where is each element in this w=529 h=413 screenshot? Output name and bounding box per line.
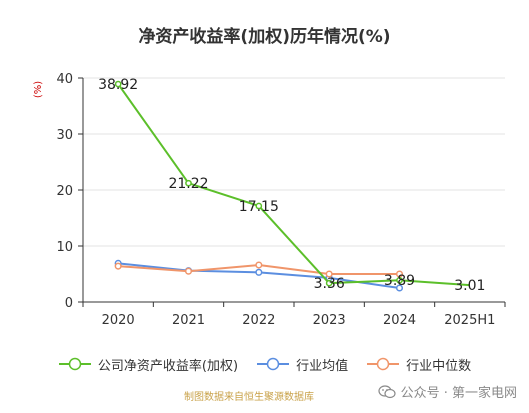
- data-point-industry-median: [184, 267, 193, 275]
- legend-marker-industry-average: [257, 357, 290, 371]
- data-point-industry-average: [255, 268, 263, 276]
- y-tick-label: 10: [56, 240, 73, 255]
- x-tick-label: 2023: [313, 313, 346, 328]
- data-point-industry-average: [395, 284, 404, 292]
- legend-item-industry-median[interactable]: 行业中位数: [366, 355, 471, 374]
- data-source-note: 制图数据来自恒生聚源数据库: [184, 392, 314, 403]
- legend: 公司净资产收益率(加权) 行业均值 行业中位数: [0, 354, 529, 374]
- data-point-roe: [185, 179, 192, 187]
- x-tick-label: 2025H1: [444, 313, 495, 328]
- data-point-roe: [255, 202, 263, 210]
- line-chart: 0 10 20 30 40 2020 2021 2022 2023 2024 2025H1 38.92…: [56, 72, 506, 328]
- legend-item-industry-average[interactable]: 行业均值: [256, 355, 348, 374]
- y-tick-label: 20: [56, 184, 73, 199]
- data-point-industry-median: [395, 270, 404, 278]
- watermark: 公众号 · 第一家电网: [377, 382, 517, 401]
- data-label-roe: 3.36: [314, 276, 345, 292]
- x-tick-label: 2022: [242, 313, 275, 328]
- wechat-icon: [377, 384, 396, 398]
- x-tick-label: 2021: [172, 313, 205, 328]
- data-point-industry-median: [325, 270, 333, 278]
- legend-item-roe[interactable]: 公司净资产收益率(加权): [58, 355, 238, 374]
- data-point-industry-median: [255, 261, 263, 269]
- data-label-roe: 38.92: [98, 77, 138, 93]
- data-label-roe: 17.15: [239, 199, 279, 215]
- data-point-roe: [325, 279, 333, 287]
- y-tick-label: 40: [56, 72, 73, 87]
- legend-label-roe: 公司净资产收益率(加权): [97, 358, 239, 374]
- data-point-roe: [396, 276, 403, 284]
- y-tick-label: 0: [65, 296, 73, 311]
- data-label-roe: 3.89: [384, 273, 415, 289]
- legend-marker-industry-median: [367, 357, 400, 371]
- y-tick-label: 30: [56, 128, 73, 143]
- x-tick-label: 2024: [383, 313, 416, 328]
- data-label-roe: 21.22: [168, 176, 208, 192]
- watermark-text: 公众号 · 第一家电网: [400, 386, 517, 401]
- data-label-roe: 3.01: [454, 278, 485, 294]
- legend-label-industry-median: 行业中位数: [406, 358, 472, 374]
- legend-marker-roe: [58, 357, 91, 371]
- legend-label-industry-average: 行业均值: [296, 358, 349, 374]
- chart-title: 净资产收益率(加权)历年情况(%): [138, 27, 391, 47]
- data-point-industry-median: [114, 262, 122, 270]
- x-tick-label: 2020: [102, 313, 135, 328]
- data-point-roe: [114, 80, 122, 88]
- series-line-roe: [117, 83, 470, 287]
